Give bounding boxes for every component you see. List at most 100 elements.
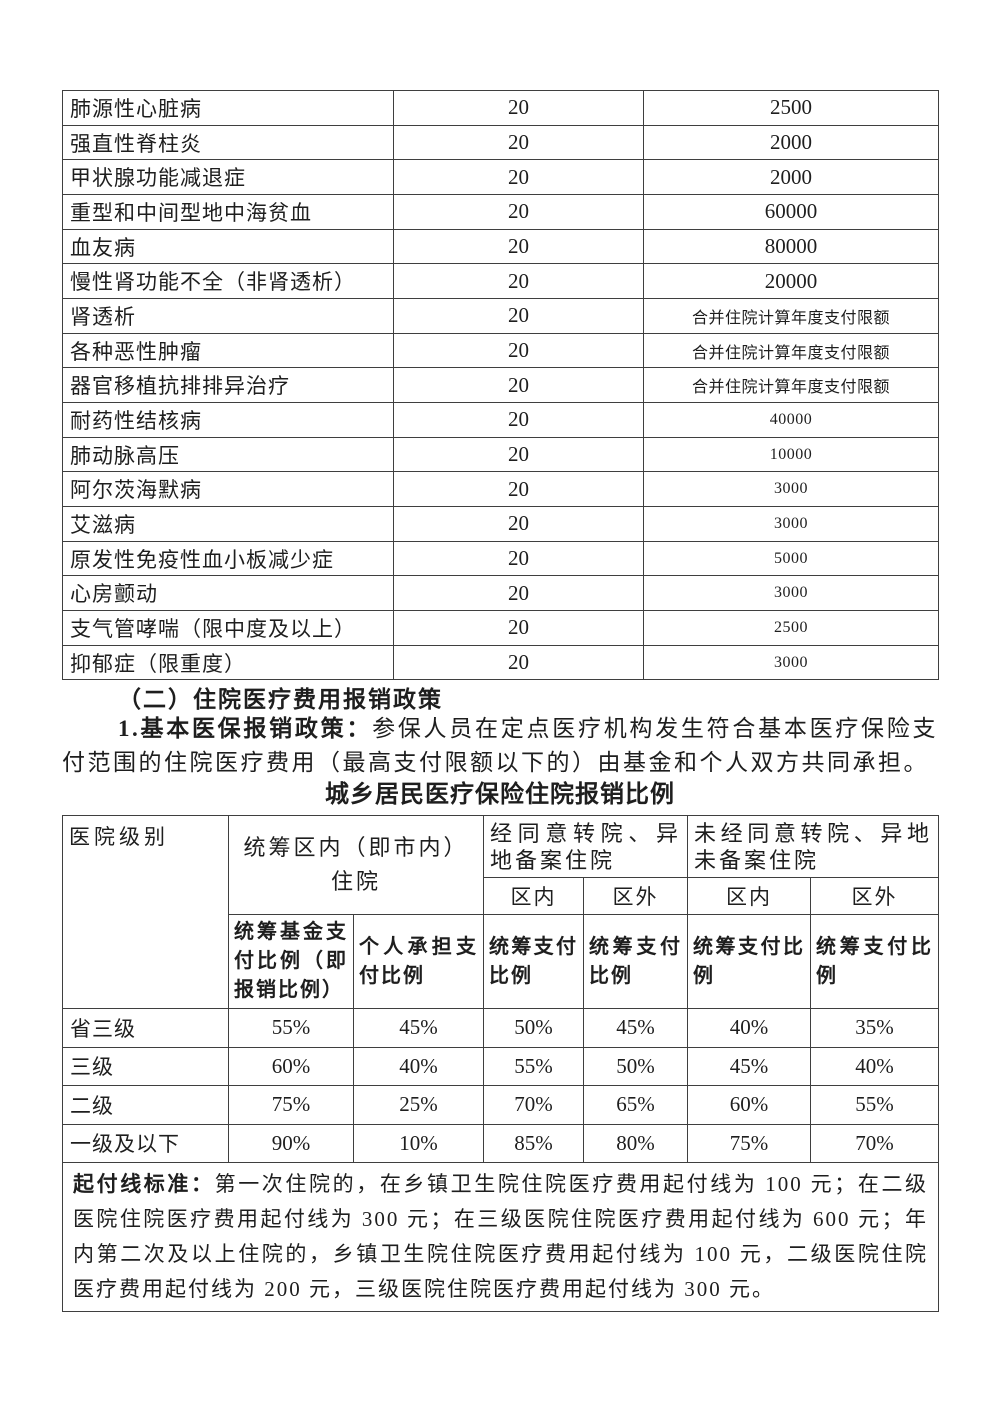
limit-cell: 60000	[643, 194, 939, 230]
value-cell: 20	[393, 610, 644, 646]
disease-cell: 甲状腺功能减退症	[62, 159, 394, 196]
ratio-cell: 55%	[810, 1085, 940, 1125]
table-row: 心房颤动 20 3000	[62, 575, 939, 612]
ratio-cell: 40%	[352, 1046, 485, 1086]
table-note-row: 起付线标准：第一次住院的，在乡镇卫生院住院医疗费用起付线为 100 元；在二级医…	[61, 1162, 940, 1312]
special-disease-table: 肺源性心脏病 20 2500 强直性脊柱炎 20 2000 甲状腺功能减退症 20 2000…	[62, 90, 939, 681]
limit-cell: 3000	[643, 506, 939, 542]
value-cell: 20	[393, 194, 644, 230]
disease-cell: 各种恶性肿瘤	[62, 332, 394, 369]
table-row: 抑郁症（限重度） 20 3000	[62, 644, 939, 681]
table-row: 血友病 20 80000	[62, 228, 939, 265]
disease-cell: 慢性肾功能不全（非肾透析）	[62, 263, 394, 300]
hospital-level-cell: 二级	[62, 1085, 229, 1125]
disease-cell: 肾透析	[62, 298, 394, 334]
disease-cell: 艾滋病	[62, 506, 394, 542]
region-in-header-cell: 区内	[687, 877, 812, 915]
ratio-cell: 55%	[483, 1046, 585, 1086]
table-header-row: 区内 区外 区内 区外	[63, 877, 940, 915]
ratio-cell: 90%	[228, 1123, 354, 1163]
disease-cell: 阿尔茨海默病	[62, 471, 394, 508]
overall-ratio-header-cell: 统筹支付比例	[687, 914, 812, 1009]
ratio-cell: 45%	[687, 1046, 812, 1086]
table-header-row: 医院级别 统筹区内（即市内）住院 经同意转院、异地备案住院 未经同意转院、异地未…	[62, 815, 940, 1009]
deductible-note: 起付线标准：第一次住院的，在乡镇卫生院住院医疗费用起付线为 100 元；在二级医…	[61, 1162, 940, 1312]
table-row: 阿尔茨海默病 20 3000	[62, 471, 939, 508]
region-out-header-cell: 区外	[583, 877, 689, 915]
limit-cell: 2500	[643, 90, 939, 126]
table-row: 耐药性结核病 20 40000	[62, 402, 939, 438]
value-cell: 20	[393, 228, 644, 265]
limit-cell: 2500	[643, 610, 939, 646]
table-row: 二级 75% 25% 70% 65% 60% 55%	[62, 1085, 940, 1125]
ratio-cell: 65%	[583, 1085, 689, 1125]
personal-ratio-header-cell: 个人承担支付比例	[352, 914, 485, 1009]
limit-cell: 2000	[643, 159, 939, 196]
value-cell: 20	[393, 159, 644, 196]
paragraph-body: 参保人员在定点医疗机构发生符合基本医疗保险支付范围的住院医疗费用（最高支付限额以…	[62, 716, 939, 775]
table-row: 支气管哮喘（限中度及以上） 20 2500	[62, 610, 939, 646]
value-cell: 20	[393, 263, 644, 300]
limit-cell: 40000	[643, 402, 939, 438]
ratio-cell: 70%	[810, 1123, 940, 1163]
limit-cell: 合并住院计算年度支付限额	[643, 367, 939, 404]
disease-cell: 强直性脊柱炎	[62, 124, 394, 161]
ratio-cell: 45%	[352, 1008, 485, 1048]
limit-cell: 合并住院计算年度支付限额	[643, 298, 939, 334]
region-in-header-cell: 区内	[483, 877, 585, 915]
ratio-cell: 10%	[352, 1123, 485, 1163]
table-row: 肺动脉高压 20 10000	[62, 436, 939, 473]
hospital-level-cell: 省三级	[62, 1008, 229, 1048]
region-out-header-cell: 区外	[810, 877, 940, 915]
ratio-cell: 55%	[228, 1008, 354, 1048]
disease-cell: 器官移植抗排排异治疗	[62, 367, 394, 404]
disease-cell: 重型和中间型地中海贫血	[62, 194, 394, 230]
ratio-cell: 60%	[228, 1046, 354, 1086]
value-cell: 20	[393, 540, 644, 577]
value-cell: 20	[393, 90, 644, 126]
value-cell: 20	[393, 298, 644, 334]
policy-paragraph: 1.基本医保报销政策：参保人员在定点医疗机构发生符合基本医疗保险支付范围的住院医…	[62, 712, 938, 780]
value-cell: 20	[393, 436, 644, 473]
hospital-level-header-cell: 医院级别	[62, 815, 229, 1009]
deductible-note-lead: 起付线标准：	[73, 1172, 215, 1196]
section-heading: （二）住院医疗费用报销政策	[118, 687, 443, 712]
ratio-cell: 75%	[228, 1085, 354, 1125]
table-row: 一级及以下 90% 10% 85% 80% 75% 70%	[62, 1123, 940, 1163]
ratio-cell: 25%	[352, 1085, 485, 1125]
deductible-note-body: 第一次住院的，在乡镇卫生院住院医疗费用起付线为 100 元；在二级医院住院医疗费…	[73, 1172, 929, 1301]
disease-cell: 肺动脉高压	[62, 436, 394, 473]
ratio-cell: 50%	[583, 1046, 689, 1086]
value-cell: 20	[393, 332, 644, 369]
ratio-cell: 75%	[687, 1123, 812, 1163]
fund-ratio-header-cell: 统筹基金支付比例（即报销比例）	[228, 914, 354, 1009]
table-row: 慢性肾功能不全（非肾透析） 20 20000	[62, 263, 939, 300]
ratio-cell: 40%	[810, 1046, 940, 1086]
disease-cell: 原发性免疫性血小板减少症	[62, 540, 394, 577]
limit-cell: 5000	[643, 540, 939, 577]
limit-cell: 3000	[643, 644, 939, 681]
hospital-level-cell: 三级	[62, 1046, 229, 1086]
ratio-cell: 60%	[687, 1085, 812, 1125]
limit-cell: 3000	[643, 471, 939, 508]
table-header-row: 统筹基金支付比例（即报销比例） 个人承担支付比例 统筹支付比例 统筹支付比例 统…	[63, 914, 940, 1009]
paragraph-lead: 1.基本医保报销政策：	[118, 716, 373, 741]
limit-cell: 10000	[643, 436, 939, 473]
table-row: 各种恶性肿瘤 20 合并住院计算年度支付限额	[62, 332, 939, 369]
table-row: 省三级 55% 45% 50% 45% 40% 35%	[62, 1008, 940, 1048]
disease-cell: 肺源性心脏病	[62, 90, 394, 126]
table-row: 肾透析 20 合并住院计算年度支付限额	[62, 298, 939, 334]
ratio-cell: 85%	[483, 1123, 585, 1163]
value-cell: 20	[393, 124, 644, 161]
table-row: 器官移植抗排排异治疗 20 合并住院计算年度支付限额	[62, 367, 939, 404]
overall-ratio-header-cell: 统筹支付比例	[483, 914, 585, 1009]
value-cell: 20	[393, 402, 644, 438]
reimbursement-table-title: 城乡居民医疗保险住院报销比例	[325, 782, 675, 808]
reimbursement-table: 医院级别 统筹区内（即市内）住院 经同意转院、异地备案住院 未经同意转院、异地未…	[61, 815, 940, 1312]
limit-cell: 2000	[643, 124, 939, 161]
disease-cell: 支气管哮喘（限中度及以上）	[62, 610, 394, 646]
limit-cell: 合并住院计算年度支付限额	[643, 332, 939, 369]
disease-cell: 心房颤动	[62, 575, 394, 612]
disease-cell: 抑郁症（限重度）	[62, 644, 394, 681]
table-row: 重型和中间型地中海贫血 20 60000	[62, 194, 939, 230]
